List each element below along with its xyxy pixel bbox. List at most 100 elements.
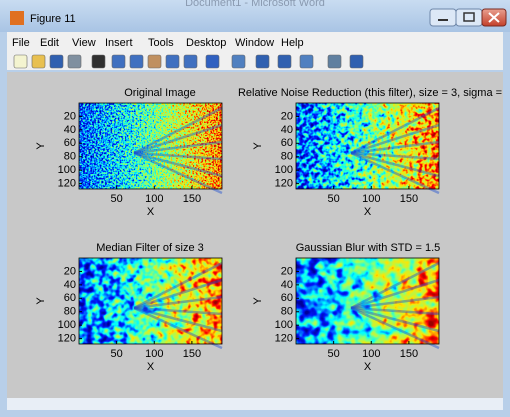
y-axis-label: Y: [35, 142, 47, 150]
toolbar-button[interactable]: [165, 54, 180, 69]
subplot-title: Gaussian Blur with STD = 1.5: [296, 242, 441, 254]
menu-item[interactable]: View: [72, 37, 96, 49]
toolbar-button[interactable]: [327, 54, 342, 69]
toolbar-button[interactable]: [91, 54, 106, 69]
stripe: [350, 123, 440, 155]
stripe: [133, 306, 223, 333]
y-tick-label: 120: [58, 178, 76, 190]
x-tick-label: 150: [400, 348, 418, 360]
x-axis-label: X: [364, 206, 372, 218]
toolbar-button[interactable]: [111, 54, 126, 69]
subplot: Relative Noise Reduction (this filter), …: [238, 87, 502, 218]
x-tick-label: 100: [145, 193, 163, 205]
image: [79, 258, 222, 344]
y-tick-label: 100: [58, 319, 76, 331]
y-tick-label: 60: [64, 292, 76, 304]
axes-box: [78, 257, 223, 345]
y-tick-label: 40: [281, 124, 293, 136]
toolbar-button[interactable]: [277, 54, 292, 69]
axes-box: [295, 102, 440, 190]
x-tick-label: 100: [145, 348, 163, 360]
y-tick-label: 60: [281, 137, 293, 149]
toolbar-button[interactable]: [147, 54, 162, 69]
x-axis-label: X: [147, 361, 155, 373]
stripe: [133, 151, 223, 161]
axes-box: [295, 257, 440, 345]
maximize-button[interactable]: [455, 8, 483, 27]
status-strip: [7, 398, 503, 410]
y-tick-label: 100: [58, 164, 76, 176]
x-tick-label: 50: [111, 193, 123, 205]
y-tick-label: 120: [275, 178, 293, 190]
menu-item[interactable]: Window: [235, 37, 274, 49]
stripe: [350, 106, 440, 155]
y-axis-label: Y: [35, 297, 47, 305]
subplot-title: Original Image: [124, 87, 196, 99]
axes-box: [78, 102, 223, 190]
menu-toolbar-area: [7, 32, 503, 70]
minimize-button[interactable]: [429, 8, 457, 27]
toolbar-button[interactable]: [67, 54, 82, 69]
y-tick-label: 120: [58, 333, 76, 345]
x-tick-label: 50: [328, 348, 340, 360]
menu-item[interactable]: File: [12, 37, 30, 49]
stripe: [350, 151, 440, 161]
y-tick-label: 20: [281, 265, 293, 277]
x-tick-label: 150: [183, 348, 201, 360]
y-tick-label: 100: [275, 319, 293, 331]
toolbar-button[interactable]: [49, 54, 64, 69]
x-tick-label: 50: [111, 348, 123, 360]
y-tick-label: 80: [281, 306, 293, 318]
toolbar-button[interactable]: [349, 54, 364, 69]
toolbar-button[interactable]: [13, 54, 28, 69]
stripe: [350, 306, 440, 333]
stripe: [133, 278, 223, 310]
x-tick-label: 100: [362, 348, 380, 360]
app-icon: [10, 11, 24, 25]
background-title: Document1 - Microsoft Word: [185, 0, 325, 9]
stripe: [133, 261, 223, 310]
x-axis-label: X: [364, 361, 372, 373]
stripe: [133, 140, 223, 155]
toolbar-button[interactable]: [299, 54, 314, 69]
menu-item[interactable]: Tools: [148, 37, 174, 49]
menu-item[interactable]: Insert: [105, 37, 133, 49]
window-title: Figure 11: [30, 13, 76, 25]
stripe: [133, 151, 223, 195]
x-tick-label: 50: [328, 193, 340, 205]
toolbar-button[interactable]: [231, 54, 246, 69]
y-tick-label: 60: [281, 292, 293, 304]
stripe: [350, 295, 440, 310]
menu-item[interactable]: Edit: [40, 37, 59, 49]
image: [79, 103, 222, 189]
image: [296, 103, 439, 189]
stripe: [133, 306, 223, 316]
title-bar: [0, 0, 510, 32]
y-tick-label: 20: [64, 110, 76, 122]
y-tick-label: 80: [281, 151, 293, 163]
toolbar-button[interactable]: [129, 54, 144, 69]
subplot-title: Relative Noise Reduction (this filter), …: [238, 87, 502, 99]
toolbar-button[interactable]: [31, 54, 46, 69]
x-tick-label: 100: [362, 193, 380, 205]
y-tick-label: 80: [64, 306, 76, 318]
toolbar-button[interactable]: [183, 54, 198, 69]
toolbar-button[interactable]: [255, 54, 270, 69]
subplot-title: Median Filter of size 3: [96, 242, 204, 254]
y-tick-label: 80: [64, 151, 76, 163]
stripe: [133, 106, 223, 155]
stripe: [133, 306, 223, 350]
stripe: [133, 123, 223, 155]
x-tick-label: 150: [400, 193, 418, 205]
stripe: [350, 151, 440, 195]
toolbar-button[interactable]: [205, 54, 220, 69]
stripe: [350, 261, 440, 310]
menu-item[interactable]: Desktop: [186, 37, 226, 49]
y-tick-label: 100: [275, 164, 293, 176]
menu-item[interactable]: Help: [281, 37, 304, 49]
y-tick-label: 40: [64, 124, 76, 136]
stripe: [133, 151, 223, 178]
y-tick-label: 120: [275, 333, 293, 345]
